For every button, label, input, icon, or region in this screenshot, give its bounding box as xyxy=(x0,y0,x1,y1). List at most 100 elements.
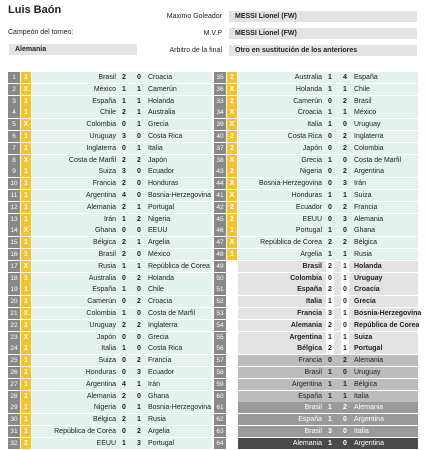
match-row[interactable]: 15 1 Bélgica 2 1 Argelia xyxy=(8,237,212,249)
match-row[interactable]: 5 X Colombia 0 1 Grecia xyxy=(8,119,212,131)
match-row[interactable]: 11 1 Argentina 4 0 Bosnia-Herzegovina xyxy=(8,190,212,201)
match-row[interactable]: 40 2 Costa Rica 0 2 Inglaterra xyxy=(214,131,418,142)
home-score[interactable]: 0 xyxy=(122,357,126,365)
match-row[interactable]: 19 1 España 1 0 Chile xyxy=(8,284,212,296)
prediction-mark[interactable]: 1 xyxy=(21,402,31,414)
home-score[interactable]: 0 xyxy=(328,203,332,211)
away-score[interactable]: 1 xyxy=(341,308,349,319)
away-score[interactable]: 0 xyxy=(137,345,141,353)
away-score[interactable]: 0 xyxy=(137,133,141,140)
match-row[interactable]: 45 2 EEUU 0 3 Alemania xyxy=(214,213,418,225)
home-score[interactable]: 1 xyxy=(328,192,332,199)
match-row[interactable]: 6 1 Uruguay 3 0 Costa Rica xyxy=(8,131,212,142)
match-row[interactable]: 59 Argentina 1 1 Bélgica xyxy=(214,378,418,390)
away-score[interactable]: 0 xyxy=(137,168,141,176)
away-score[interactable]: 2 xyxy=(137,428,141,435)
away-score[interactable]: 1 xyxy=(137,404,141,412)
prediction-mark[interactable]: 2 xyxy=(227,95,237,107)
match-row[interactable]: 36 X Holanda 1 1 Chile xyxy=(214,83,418,95)
prediction-mark[interactable]: X xyxy=(227,154,237,166)
away-score[interactable]: 1 xyxy=(341,343,349,355)
home-score[interactable]: 2 xyxy=(122,180,126,188)
home-score[interactable]: 2 xyxy=(326,284,334,296)
home-score[interactable]: 1 xyxy=(328,416,332,424)
prediction-mark[interactable]: 1 xyxy=(21,201,31,213)
prediction-mark[interactable]: 1 xyxy=(21,378,31,390)
prediction-mark[interactable]: X xyxy=(227,178,237,190)
away-score[interactable]: 1 xyxy=(343,251,347,258)
prediction-mark[interactable]: X xyxy=(21,260,31,272)
match-row[interactable]: 47 X República de Corea 2 2 Bélgica xyxy=(214,237,418,249)
away-score[interactable]: 4 xyxy=(343,74,347,81)
away-score[interactable]: 2 xyxy=(343,239,347,247)
match-row[interactable]: 49 Brasil 2 1 Holanda xyxy=(214,260,418,272)
home-score[interactable]: 1 xyxy=(122,345,126,353)
match-row[interactable]: 4 1 Chile 2 1 Australia xyxy=(8,107,212,119)
home-score[interactable]: 0 xyxy=(122,404,126,412)
match-row[interactable]: 13 1 Irán 1 2 Nigeria xyxy=(8,213,212,225)
home-score[interactable]: 1 xyxy=(328,380,332,388)
match-row[interactable]: 56 Bélgica 2 1 Portugal xyxy=(214,343,418,355)
home-score[interactable]: 1 xyxy=(328,251,332,258)
away-score[interactable]: 0 xyxy=(343,428,347,435)
match-row[interactable]: 14 X Ghana 0 0 EEUU xyxy=(8,225,212,237)
home-score[interactable]: 0 xyxy=(328,168,332,176)
match-row[interactable]: 21 X Colombia 1 0 Costa de Marfil xyxy=(8,308,212,319)
away-score[interactable]: 0 xyxy=(137,180,141,188)
away-score[interactable]: 1 xyxy=(137,144,141,152)
home-score[interactable]: 3 xyxy=(326,308,334,319)
prediction-mark[interactable]: 1 xyxy=(21,142,31,154)
away-score[interactable]: 0 xyxy=(137,74,141,81)
away-score[interactable]: 2 xyxy=(343,97,347,105)
match-row[interactable]: 25 1 Suiza 0 2 Francia xyxy=(8,355,212,367)
home-score[interactable]: 0 xyxy=(122,274,126,282)
away-score[interactable]: 3 xyxy=(343,180,347,188)
prediction-mark[interactable]: X xyxy=(227,190,237,201)
home-score[interactable]: 0 xyxy=(328,144,332,152)
away-score[interactable]: 2 xyxy=(137,215,141,223)
match-row[interactable]: 50 Colombia 0 1 Uruguay xyxy=(214,272,418,284)
prediction-mark[interactable]: 1 xyxy=(21,343,31,355)
home-score[interactable]: 2 xyxy=(326,343,334,355)
away-score[interactable]: 1 xyxy=(343,192,347,199)
match-row[interactable]: 38 X Grecia 1 0 Costa de Marfil xyxy=(214,154,418,166)
away-score[interactable]: 1 xyxy=(343,85,347,93)
match-row[interactable]: 61 Brasil 1 2 Alemania xyxy=(214,402,418,414)
home-score[interactable]: 0 xyxy=(122,369,126,376)
match-row[interactable]: 54 Alemania 2 0 República de Corea xyxy=(214,319,419,331)
match-row[interactable]: 39 X Italia 1 0 Uruguay xyxy=(214,119,418,131)
match-row[interactable]: 26 1 Honduras 0 3 Ecuador xyxy=(8,367,212,378)
home-score[interactable]: 2 xyxy=(328,239,332,247)
match-row[interactable]: 20 1 Camerún 0 2 Croacia xyxy=(8,296,212,308)
match-row[interactable]: 37 2 Japón 0 2 Colombia xyxy=(214,142,418,154)
home-score[interactable]: 2 xyxy=(326,260,334,272)
away-score[interactable]: 2 xyxy=(343,144,347,152)
match-row[interactable]: 18 1 Australia 0 2 Holanda xyxy=(8,272,212,284)
home-score[interactable]: 4 xyxy=(122,380,126,388)
away-score[interactable]: 0 xyxy=(341,296,349,308)
match-row[interactable]: 17 X Rusia 1 1 República de Corea xyxy=(8,260,212,272)
match-row[interactable]: 24 1 Italia 1 0 Costa Rica xyxy=(8,343,212,355)
away-score[interactable]: 0 xyxy=(343,156,347,164)
home-score[interactable]: 0 xyxy=(122,227,126,235)
prediction-mark[interactable]: X xyxy=(227,83,237,95)
match-row[interactable]: 31 1 República de Corea 0 2 Argelia xyxy=(8,426,212,437)
away-score[interactable]: 0 xyxy=(343,227,347,235)
match-row[interactable]: 53 Francia 3 1 Bosnia-Herzegovina xyxy=(214,308,421,319)
home-score[interactable]: 2 xyxy=(122,392,126,400)
away-score[interactable]: 1 xyxy=(137,380,141,388)
prediction-mark[interactable]: 1 xyxy=(21,95,31,107)
away-score[interactable]: 1 xyxy=(137,416,141,424)
prediction-mark[interactable]: 2 xyxy=(227,72,237,83)
away-score[interactable]: 3 xyxy=(343,215,347,223)
match-row[interactable]: 29 1 Nigeria 0 1 Bosnia-Herzegovina xyxy=(8,402,212,414)
home-score[interactable]: 0 xyxy=(122,121,126,129)
match-row[interactable]: 41 X Honduras 1 1 Suiza xyxy=(214,190,418,201)
away-score[interactable]: 1 xyxy=(137,109,141,117)
away-score[interactable]: 0 xyxy=(341,319,349,331)
away-score[interactable]: 1 xyxy=(137,85,141,93)
prediction-mark[interactable]: X xyxy=(227,237,237,249)
away-score[interactable]: 0 xyxy=(137,251,141,258)
home-score[interactable]: 0 xyxy=(122,144,126,152)
match-row[interactable]: 43 2 Nigeria 0 2 Argentina xyxy=(214,166,418,178)
